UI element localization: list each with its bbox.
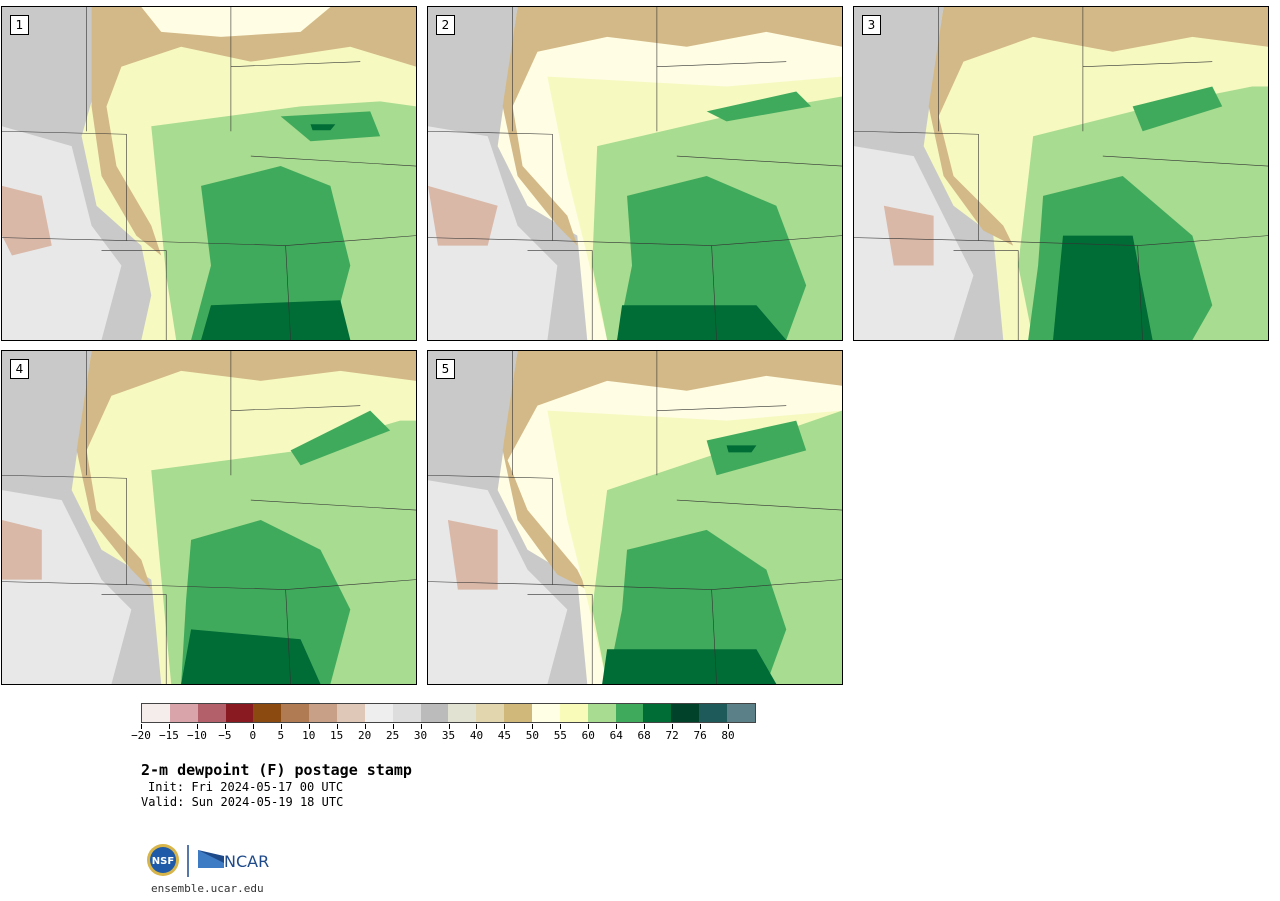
colorbar-tick bbox=[728, 724, 730, 729]
panel-number-3: 3 bbox=[862, 15, 881, 35]
colorbar-tick bbox=[532, 724, 534, 729]
colorbar-tick bbox=[560, 724, 562, 729]
colorbar-swatch bbox=[671, 704, 700, 722]
colorbar-tick-label: 72 bbox=[665, 729, 679, 742]
colorbar-swatch bbox=[587, 704, 616, 722]
colorbar-swatch bbox=[420, 704, 449, 722]
colorbar-tick bbox=[504, 724, 506, 729]
colorbar-tick-label: 55 bbox=[553, 729, 567, 742]
colorbar-tick-label: −20 bbox=[131, 729, 151, 742]
colorbar-tick bbox=[252, 724, 254, 729]
colorbar-tick-label: 35 bbox=[441, 729, 456, 742]
colorbar-tick-label: 10 bbox=[302, 729, 316, 742]
colorbar-tick bbox=[420, 724, 422, 729]
colorbar-swatch bbox=[643, 704, 672, 722]
colorbar-tick-label: 0 bbox=[249, 729, 257, 742]
colorbar-swatch bbox=[615, 704, 644, 722]
colorbar-tick-label: 25 bbox=[385, 729, 400, 742]
colorbar-swatch bbox=[532, 704, 560, 722]
valid-time: Valid: Sun 2024-05-19 18 UTC bbox=[141, 795, 344, 809]
colorbar-tick-label: 20 bbox=[358, 729, 372, 742]
colorbar-tick-label: 30 bbox=[413, 729, 428, 742]
colorbar-swatch bbox=[699, 704, 728, 722]
panel-number-2: 2 bbox=[436, 15, 455, 35]
colorbar-tick-label: 68 bbox=[637, 729, 651, 742]
dewpoint-colorbar bbox=[141, 703, 756, 723]
map-panel-5: 5 bbox=[427, 350, 843, 685]
svg-text:NCAR: NCAR bbox=[224, 852, 269, 871]
colorbar-tick-label: −10 bbox=[186, 729, 207, 742]
dewpoint-map-2 bbox=[428, 7, 842, 340]
colorbar-swatch bbox=[169, 704, 198, 722]
colorbar-tick bbox=[308, 724, 310, 729]
colorbar-tick bbox=[141, 724, 142, 729]
colorbar-swatch bbox=[309, 704, 338, 722]
website-link[interactable]: ensemble.ucar.edu bbox=[151, 882, 264, 895]
dewpoint-map-3 bbox=[854, 7, 1268, 340]
colorbar-swatch bbox=[253, 704, 282, 722]
init-time: Init: Fri 2024-05-17 00 UTC bbox=[148, 780, 344, 794]
colorbar-tick bbox=[616, 724, 618, 729]
colorbar-tick bbox=[476, 724, 478, 729]
panel-number-5: 5 bbox=[436, 359, 455, 379]
colorbar-tick bbox=[196, 724, 198, 729]
colorbar-tick-label: 5 bbox=[277, 729, 285, 742]
colorbar-swatch bbox=[281, 704, 310, 722]
dewpoint-map-5 bbox=[428, 351, 842, 684]
colorbar-swatch bbox=[476, 704, 505, 722]
colorbar-tick bbox=[224, 724, 226, 729]
colorbar-tick bbox=[392, 724, 394, 729]
colorbar-tick bbox=[280, 724, 282, 729]
colorbar-tick bbox=[588, 724, 590, 729]
colorbar-tick bbox=[644, 724, 646, 729]
colorbar-swatch bbox=[448, 704, 477, 722]
colorbar-swatch bbox=[364, 704, 393, 722]
colorbar-swatch bbox=[225, 704, 254, 722]
nsf-logo-icon: NSF bbox=[147, 844, 179, 876]
panel-number-4: 4 bbox=[10, 359, 29, 379]
colorbar-tick bbox=[336, 724, 338, 729]
colorbar-tick-label: −5 bbox=[218, 729, 232, 742]
svg-text:NSF: NSF bbox=[152, 856, 174, 867]
colorbar-swatch bbox=[392, 704, 421, 722]
colorbar-tick-label: 64 bbox=[609, 729, 623, 742]
panel-number-1: 1 bbox=[10, 15, 29, 35]
colorbar-tick bbox=[672, 724, 674, 729]
map-panel-4: 4 bbox=[1, 350, 417, 685]
colorbar-tick-label: −15 bbox=[159, 729, 179, 742]
colorbar-swatch bbox=[142, 704, 170, 722]
colorbar-tick bbox=[700, 724, 702, 729]
map-panel-3: 3 bbox=[853, 6, 1269, 341]
figure-title: 2-m dewpoint (F) postage stamp bbox=[141, 761, 412, 779]
colorbar-tick bbox=[364, 724, 366, 729]
ncar-logo-icon: NCAR bbox=[198, 850, 269, 871]
colorbar-tick bbox=[448, 724, 450, 729]
colorbar-tick-label: 76 bbox=[693, 729, 707, 742]
map-panel-2: 2 bbox=[427, 6, 843, 341]
colorbar-swatch bbox=[559, 704, 588, 722]
colorbar-swatch bbox=[337, 704, 365, 722]
logos: NSF NCAR bbox=[147, 844, 269, 877]
colorbar-tick bbox=[168, 724, 170, 729]
colorbar-tick-label: 60 bbox=[581, 729, 595, 742]
colorbar-swatch bbox=[727, 704, 755, 722]
colorbar-tick-label: 80 bbox=[721, 729, 735, 742]
colorbar-tick-label: 45 bbox=[497, 729, 512, 742]
dewpoint-map-1 bbox=[2, 7, 416, 340]
colorbar-tick-label: 40 bbox=[469, 729, 484, 742]
colorbar-tick-label: 15 bbox=[330, 729, 344, 742]
colorbar-swatch bbox=[504, 704, 533, 722]
colorbar-swatch bbox=[197, 704, 226, 722]
dewpoint-map-4 bbox=[2, 351, 416, 684]
map-panel-1: 1 bbox=[1, 6, 417, 341]
colorbar-tick-label: 50 bbox=[525, 729, 539, 742]
colorbar-ticks: −20 −15 −10 −5 0 5 10 15 20 25 30 35 40 45 50 55 60 64 68 7… bbox=[131, 724, 756, 744]
